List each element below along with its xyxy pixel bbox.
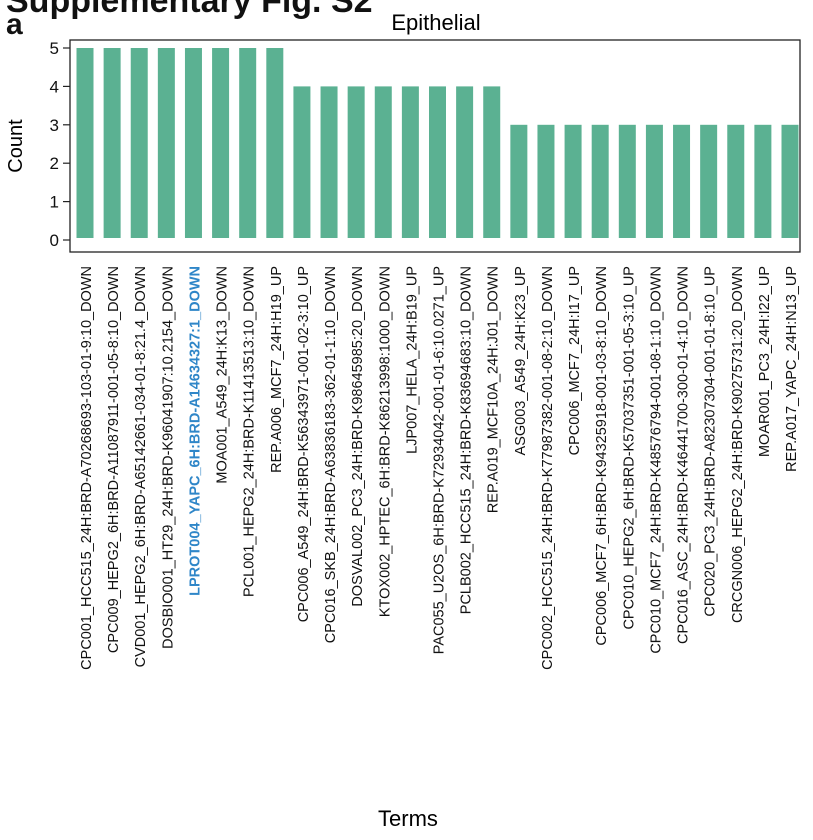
x-tick-label-3: CVD001_HEPG2_6H:BRD-A65142661-034-01-8:2…	[133, 266, 149, 667]
x-tick-label-4: DOSBIO001_HT29_24H:BRD-K96041907:10.2154…	[160, 266, 176, 649]
bar-16	[483, 86, 501, 239]
x-tick-label-23: CPC016_ASC_24H:BRD-K46441700-300-01-4:10…	[676, 266, 692, 644]
x-tick-label-27: REP.A017_YAPC_24H:N13_UP	[784, 266, 800, 472]
bar-9	[293, 86, 311, 239]
bar-17	[510, 124, 528, 238]
x-tick-label-22: CPC010_MCF7_24H:BRD-K48576794-001-08-1:1…	[648, 266, 664, 654]
bar-26	[754, 124, 772, 238]
bar-23	[673, 124, 691, 238]
x-tick-label-5: LPROT004_YAPC_6H:BRD-A14634327:1_DOWN	[187, 266, 203, 596]
y-axis: 0 1 2 3 4 5	[50, 39, 70, 250]
x-tick-label-18: CPC002_HCC515_24H:BRD-K77987382-001-08-2…	[540, 266, 556, 670]
x-tick-label-20: CPC006_MCF7_6H:BRD-K94325918-001-03-8:10…	[594, 266, 610, 646]
bar-22	[645, 124, 663, 238]
bar-6	[212, 48, 230, 238]
bar-18	[537, 124, 555, 238]
x-tick-label-24: CPC020_PC3_24H:BRD-A82307304-001-01-8:10…	[703, 266, 719, 617]
x-tick-label-16: REP.A019_MCF10A_24H:J01_DOWN	[486, 266, 502, 513]
y-tick-label-4: 4	[50, 77, 59, 96]
bar-10	[320, 86, 338, 239]
bar-19	[564, 124, 582, 238]
x-axis-label: Terms	[378, 806, 438, 831]
bar-1	[76, 48, 94, 238]
x-tick-label-19: CPC006_MCF7_24H:I17_UP	[567, 266, 583, 455]
x-tick-label-6: MOA001_A549_24H:K13_DOWN	[215, 266, 231, 484]
y-tick-label-0: 0	[50, 231, 59, 250]
bar-2	[103, 48, 121, 238]
bar-7	[239, 48, 257, 238]
x-tick-label-13: LJP007_HELA_24H:B19_UP	[404, 266, 420, 454]
y-tick-label-2: 2	[50, 154, 59, 173]
x-tick-label-11: DOSVAL002_PC3_24H:BRD-K98645985:20_DOWN	[350, 266, 366, 607]
bar-24	[700, 124, 718, 238]
x-tick-label-9: CPC006_A549_24H:BRD-K56343971-001-02-3:1…	[296, 266, 312, 622]
bar-25	[727, 124, 745, 238]
y-tick-label-5: 5	[50, 39, 59, 58]
bar-20	[591, 124, 609, 238]
plot-frame	[69, 39, 801, 253]
x-tick-label-14: PAC055_U2OS_6H:BRD-K72934042-001-01-6:10…	[432, 266, 448, 654]
x-tick-label-21: CPC010_HEPG2_6H:BRD-K57037351-001-05-3:1…	[621, 266, 637, 630]
y-tick-label-3: 3	[50, 116, 59, 135]
x-tick-label-26: MOAR001_PC3_24H:I22_UP	[757, 266, 773, 457]
panel-letter: a	[6, 8, 23, 41]
bar-21	[618, 124, 636, 238]
bar-12	[374, 86, 392, 239]
x-tick-label-17: ASG003_A549_24H:K23_UP	[513, 266, 529, 455]
x-tick-label-10: CPC016_SKB_24H:BRD-A63836183-362-01-1:10…	[323, 266, 339, 643]
x-tick-label-8: REP.A006_MCF7_24H:H19_UP	[269, 266, 285, 473]
x-tick-label-2: CPC009_HEPG2_6H:BRD-A11087911-001-05-8:1…	[106, 266, 122, 653]
bars-layer	[76, 48, 799, 239]
bar-3	[130, 48, 148, 238]
bar-4	[157, 48, 175, 238]
bar-27	[781, 124, 799, 238]
x-tick-label-25: CRCGN006_HEPG2_24H:BRD-K90275731:20_DOWN	[730, 266, 746, 623]
bar-8	[266, 48, 284, 238]
x-tick-label-1: CPC001_HCC515_24H:BRD-A70268693-103-01-9…	[79, 266, 95, 670]
figure-heading: Supplementary Fig. S2	[6, 0, 373, 20]
x-tick-label-15: PCLB002_HCC515_24H:BRD-K83694683:10_DOWN	[459, 266, 475, 614]
chart-title: Epithelial	[391, 10, 480, 35]
x-tick-label-12: KTOX002_HPTEC_6H:BRD-K86213998:1000_DOWN	[377, 266, 393, 617]
bar-13	[401, 86, 419, 239]
x-tick-label-7: PCL001_HEPG2_24H:BRD-K11413513:10_DOWN	[242, 266, 258, 597]
y-tick-label-1: 1	[50, 193, 59, 212]
bar-5	[184, 48, 202, 238]
bar-14	[429, 86, 446, 239]
x-tick-labels: CPC001_HCC515_24H:BRD-A70268693-103-01-9…	[79, 266, 800, 670]
bar-11	[347, 86, 365, 239]
bar-15	[456, 86, 474, 239]
y-axis-label: Count	[5, 119, 27, 173]
